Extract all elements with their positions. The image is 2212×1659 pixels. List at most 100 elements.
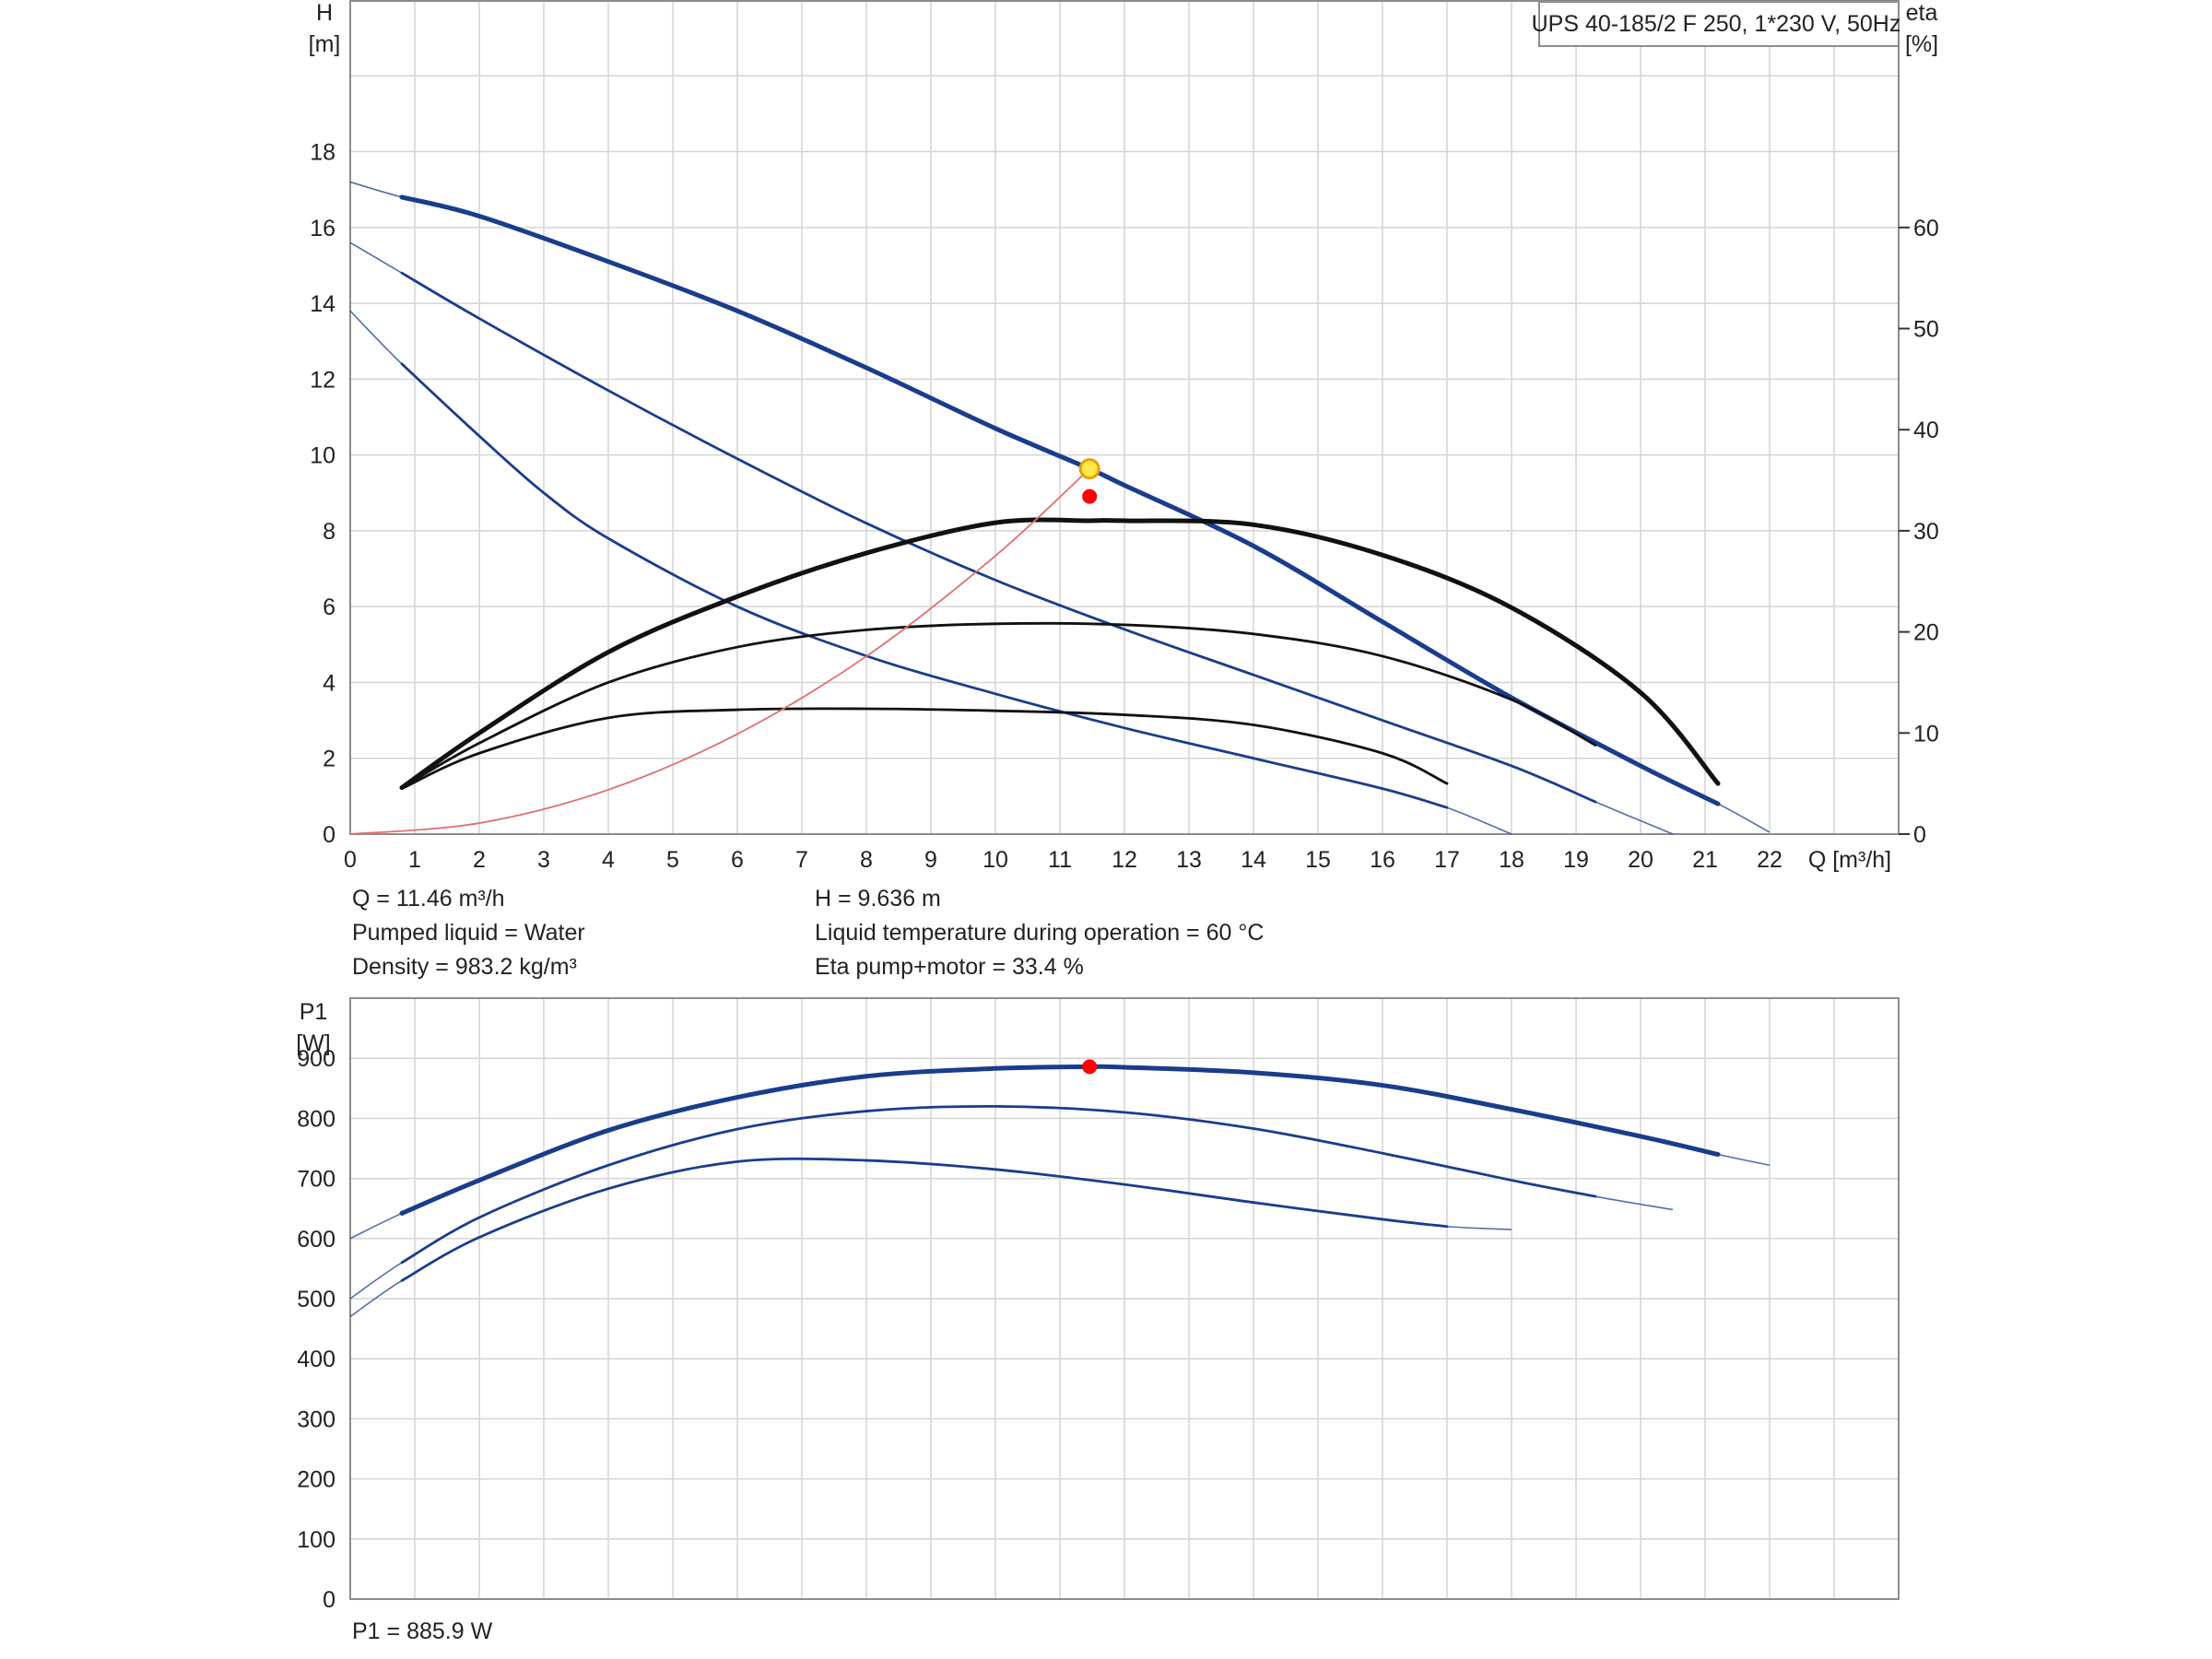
x-tick-label: 16	[1370, 847, 1395, 873]
y-tick-label: 4	[323, 670, 335, 696]
legend-box	[1538, 1, 1900, 47]
power-curve-speed-1	[349, 1157, 1512, 1318]
y-tick-label: 2	[323, 747, 335, 772]
y-tick-label: 10	[310, 443, 335, 469]
eta-curve-speed-2	[400, 621, 1597, 789]
y-tick-label: 18	[310, 140, 335, 166]
x-tick-label: 1	[408, 847, 421, 873]
power-chart: 0 100 200 300 400 500 600 700 800 900 P1 [W]	[296, 997, 1900, 1613]
head-curve-speed-2	[349, 241, 1674, 835]
head-axis-tick-labels: 0 2 4 6 8 10 12 14 16 18	[310, 140, 335, 848]
power-tick-label: 900	[297, 1046, 335, 1072]
x-tick-label: 9	[924, 847, 937, 873]
x-tick-label: 10	[982, 847, 1008, 873]
x-tick-label: 20	[1628, 847, 1653, 873]
power-curve-speed-2	[349, 1104, 1674, 1300]
legend-title: UPS 40-185/2 F 250, 1*230 V, 50Hz	[1532, 11, 1901, 37]
x-tick-label: 12	[1112, 847, 1137, 873]
system-curve	[349, 467, 1091, 835]
x-tick-label: 4	[602, 847, 615, 873]
power-axis-tick-labels: 0 100 200 300 400 500 600 700 800 900	[297, 1046, 335, 1613]
x-tick-label: 17	[1434, 847, 1460, 873]
operating-point-power	[1082, 1059, 1098, 1075]
power-tick-label: 0	[323, 1587, 335, 1613]
x-tick-label: 3	[537, 847, 550, 873]
x-tick-label: 22	[1757, 847, 1783, 873]
head-chart-grid	[349, 0, 1900, 835]
x-tick-label: 6	[731, 847, 744, 873]
info-pumped-liquid: Pumped liquid = Water	[352, 920, 585, 946]
power-tick-label: 700	[297, 1167, 335, 1193]
info-density: Density = 983.2 kg/m³	[352, 954, 577, 980]
info-flow: Q = 11.46 m³/h	[352, 886, 505, 912]
y-tick-label: 0	[323, 822, 335, 848]
head-curve-speed-2-main	[400, 271, 1597, 804]
y-tick-label: 12	[310, 367, 335, 393]
eta-axis-unit: [%]	[1905, 31, 1938, 57]
power-axis-label: P1	[300, 999, 328, 1025]
y-tick-label: 8	[323, 519, 335, 545]
power-curve-speed-2-thin-extension	[349, 1105, 1674, 1300]
head-axis-label: H	[316, 0, 333, 26]
power-tick-label: 100	[297, 1527, 335, 1553]
power-chart-grid	[349, 997, 1900, 1600]
eta-axis-label: eta	[1906, 0, 1938, 26]
power-axis-unit: [W]	[296, 1030, 331, 1056]
eta-tick-label: 30	[1913, 519, 1939, 545]
power-tick-label: 600	[297, 1227, 335, 1253]
x-tick-label: 15	[1305, 847, 1331, 873]
x-tick-label: 7	[795, 847, 808, 873]
head-efficiency-series	[349, 181, 1771, 835]
eta-curve-speed-1	[400, 707, 1449, 791]
eta-tick-label: 0	[1913, 822, 1926, 848]
head-axis-unit: [m]	[309, 31, 341, 57]
power-tick-label: 400	[297, 1347, 335, 1372]
y-tick-label: 16	[310, 216, 335, 241]
power-series	[349, 1059, 1771, 1318]
info-efficiency: Eta pump+motor = 33.4 %	[815, 954, 1084, 980]
x-tick-label: 18	[1499, 847, 1524, 873]
chart-legend: UPS 40-185/2 F 250, 1*230 V, 50Hz	[1532, 1, 1901, 47]
eta-tick-label: 60	[1913, 216, 1939, 241]
power-tick-label: 500	[297, 1287, 335, 1312]
head-curve-speed-1-main	[400, 362, 1449, 809]
operating-point-head	[1078, 458, 1100, 480]
x-tick-label: 14	[1241, 847, 1266, 873]
flow-axis-tick-labels: 0 1 2 3 4 5 6 7 8 9 10 11 12 13 14 15 16 17 18 19 20 21 22	[344, 847, 1783, 873]
info-power: P1 = 885.9 W	[352, 1618, 493, 1644]
eta-axis-tick-labels: 0 10 20 30 40 50 60	[1899, 216, 1939, 848]
power-curve-speed-2-main	[400, 1104, 1597, 1265]
head-chart-frame	[349, 0, 1900, 835]
eta-curve-speed-1-main	[400, 707, 1449, 791]
eta-tick-label: 40	[1913, 418, 1939, 443]
y-tick-label: 14	[310, 291, 335, 317]
power-tick-label: 800	[297, 1106, 335, 1132]
power-tick-label: 200	[297, 1467, 335, 1493]
info-head: H = 9.636 m	[815, 886, 941, 912]
eta-curve-speed-2-main	[400, 621, 1597, 789]
x-tick-label: 2	[473, 847, 486, 873]
eta-tick-label: 50	[1913, 317, 1939, 343]
x-tick-label: 19	[1563, 847, 1589, 873]
power-tick-label: 300	[297, 1406, 335, 1432]
x-tick-label: 5	[666, 847, 679, 873]
x-tick-label: 11	[1048, 847, 1072, 873]
x-tick-label: 21	[1692, 847, 1718, 873]
x-tick-label: 8	[860, 847, 873, 873]
y-tick-label: 6	[323, 594, 335, 620]
head-efficiency-chart: 0 1 2 3 4 5 6 7 8 9 10 11 12 13 14 15 16 17 18 19 20 21 22 024…	[309, 0, 1939, 873]
system-curve-main	[349, 467, 1091, 835]
eta-tick-label: 20	[1913, 620, 1939, 646]
info-liquid-temperature: Liquid temperature during operation = 60…	[815, 920, 1264, 946]
eta-curve-speed-3	[399, 517, 1721, 791]
eta-tick-label: 10	[1913, 721, 1939, 747]
operating-point-efficiency	[1082, 488, 1098, 504]
operating-point-info: Q = 11.46 m³/h Pumped liquid = Water Den…	[352, 886, 1264, 980]
x-tick-label: 13	[1176, 847, 1202, 873]
x-tick-label: 0	[344, 847, 357, 873]
power-curve-speed-1-main	[400, 1157, 1449, 1282]
head-curve-speed-2-thin-extension	[349, 241, 1674, 835]
flow-axis-label: Q [m³/h]	[1808, 847, 1891, 873]
eta-curve-speed-3-main	[399, 517, 1721, 791]
